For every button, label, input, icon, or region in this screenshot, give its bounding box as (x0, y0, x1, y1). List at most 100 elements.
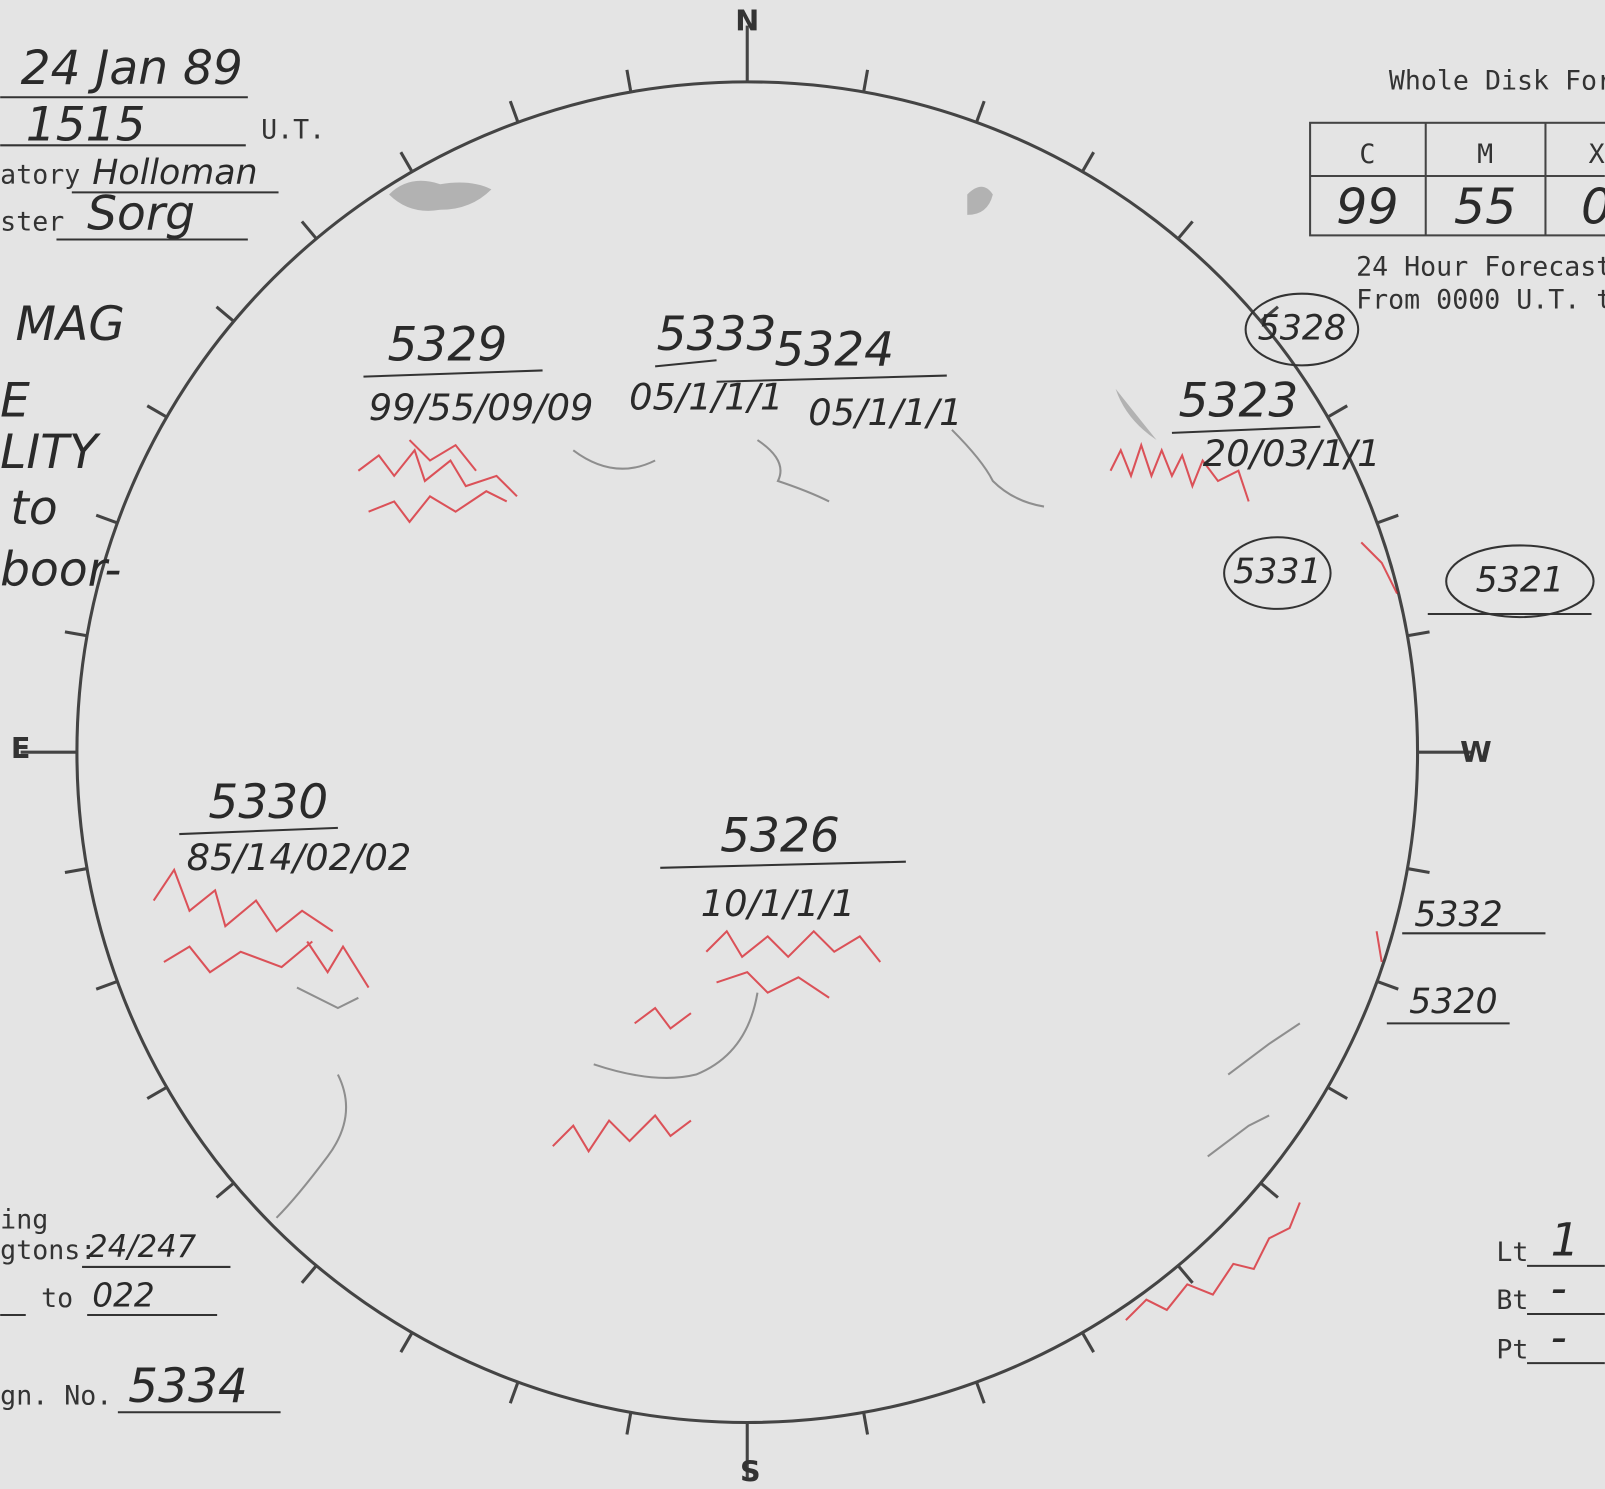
limb-tick (1176, 1264, 1194, 1284)
region-label: 85/14/02/02 (187, 836, 412, 879)
limb-tick (862, 69, 870, 93)
table-header: C (1359, 139, 1375, 170)
plage (152, 867, 370, 989)
region-rule (363, 369, 543, 378)
limb-region: 5332 (1414, 895, 1503, 935)
region-label: 10/1/1/1 (701, 882, 855, 925)
plage (705, 929, 882, 999)
circled-region: 5321 (1476, 560, 1565, 600)
region-rule (655, 359, 717, 368)
limb-tick (1081, 151, 1095, 173)
table-border (1309, 121, 1605, 237)
limb-tick (1326, 1085, 1349, 1100)
region-number: 5323 (1179, 374, 1299, 429)
limb-region: 5320 (1409, 982, 1498, 1022)
observatory-label: atory (0, 160, 80, 191)
forecast-table: C 99 M 55 X 0 (1309, 121, 1605, 237)
region-rule (716, 374, 947, 383)
limb-tick (399, 151, 414, 173)
limb-tick (1407, 867, 1430, 874)
observer: Sorg (87, 186, 195, 241)
region-no-label: gn. No. (0, 1380, 112, 1411)
region-number: 5324 (774, 323, 894, 378)
limb-tick (146, 404, 168, 419)
limb-tick (1376, 513, 1399, 525)
filament (275, 429, 1301, 1219)
observatory: Holloman (92, 153, 257, 193)
limb-tick (625, 1412, 633, 1435)
table-value: 99 (1336, 177, 1399, 235)
limb-tick (975, 100, 986, 123)
region-number: 5333 (657, 307, 777, 362)
forecast-title: Whole Disk For (1389, 65, 1605, 96)
limb-tick (215, 305, 235, 323)
time-unit: U.T. (261, 114, 325, 145)
region-rule (1171, 425, 1321, 434)
plage (357, 439, 518, 524)
limb-tick (1259, 305, 1279, 323)
note: LITY (0, 425, 101, 480)
limb-tick (1326, 404, 1349, 419)
circle-mark (1445, 544, 1595, 619)
date: 24 Jan 89 (21, 41, 243, 96)
region-number: 5326 (720, 809, 840, 864)
coord-value: - (1551, 1261, 1567, 1314)
circled-region: 5331 (1233, 552, 1322, 592)
limb-tick (64, 867, 88, 874)
limb-tick (625, 69, 633, 93)
coord-label: Lt (1496, 1237, 1528, 1268)
region-rule (179, 826, 338, 836)
table-header: M (1477, 139, 1493, 170)
region-no: 5334 (128, 1359, 248, 1414)
region-number: 5330 (208, 775, 328, 830)
limb-tick (508, 1381, 520, 1404)
limb-tick (95, 513, 118, 525)
note: boor- (0, 543, 121, 598)
limb-tick (300, 1264, 318, 1284)
table-value: 0 (1581, 177, 1605, 235)
coordinates: Lt 1 Bt -Pt - (1496, 1213, 1605, 1365)
circle-mark (1223, 536, 1332, 610)
rotation-value: 24/247 (88, 1230, 196, 1265)
limb-tick (64, 630, 88, 638)
limb-tick (146, 1085, 168, 1100)
forecast-note: 24 Hour Forecast (1356, 252, 1605, 283)
plage (1125, 1202, 1301, 1321)
limb-tick (508, 100, 520, 123)
circle-mark (1244, 292, 1360, 367)
limb-tick (215, 1181, 235, 1199)
note: to (10, 481, 57, 536)
limb-tick (1176, 220, 1194, 240)
limb-tick (1407, 630, 1430, 638)
plage (1360, 541, 1398, 963)
time: 1515 (26, 97, 146, 152)
coord-label: Pt (1496, 1334, 1528, 1365)
table-value: 55 (1454, 177, 1517, 235)
limb-tick (300, 220, 318, 240)
to-value: 022 (92, 1277, 154, 1315)
limb-tick (862, 1412, 870, 1435)
limb-tick (95, 979, 118, 991)
note: MAG (16, 297, 125, 352)
region-label: 05/1/1/1 (629, 376, 783, 419)
limb-tick (1376, 979, 1399, 991)
note: E (0, 374, 30, 429)
limb-tick (975, 1381, 986, 1404)
limb-tick (1081, 1331, 1095, 1353)
solar-disk (20, 25, 1474, 1479)
region-label: 20/03/1/1 (1203, 432, 1381, 475)
limb-tick (1259, 1181, 1279, 1199)
sketches (152, 180, 1398, 1321)
limb-tick (399, 1331, 414, 1353)
circled-region: 5328 (1258, 309, 1347, 349)
compass-w: W (1460, 735, 1492, 769)
coord-value: 1 (1551, 1213, 1580, 1266)
table-header: X (1589, 139, 1605, 170)
region-label: 99/55/09/09 (369, 386, 594, 429)
rotation-label: ing (0, 1204, 48, 1235)
forecast-note: From 0000 U.T. t (1356, 284, 1605, 315)
compass-s: S (740, 1455, 761, 1489)
